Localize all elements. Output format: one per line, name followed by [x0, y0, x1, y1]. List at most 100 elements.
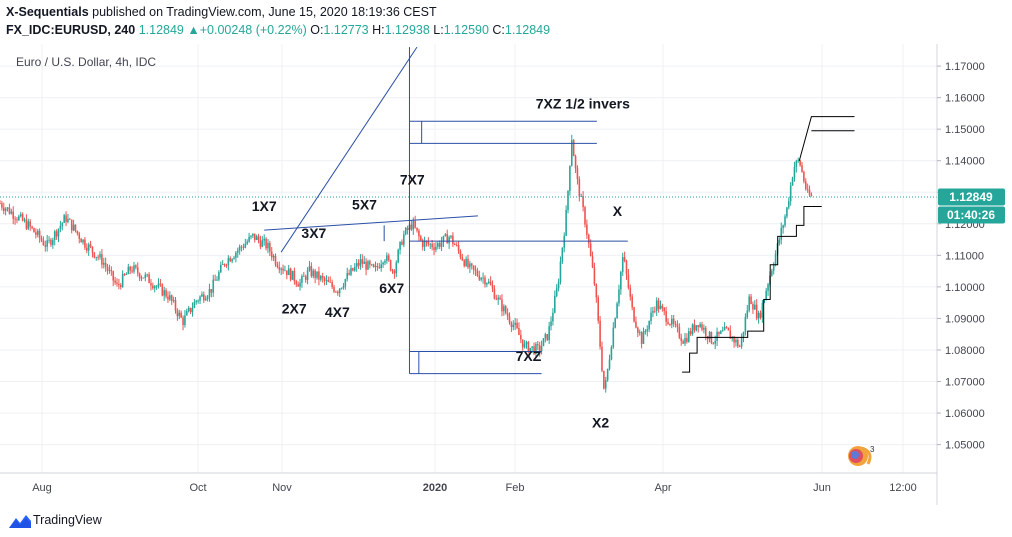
candle-body	[246, 241, 249, 244]
candle-body	[518, 327, 520, 336]
candle-body	[123, 274, 126, 275]
candle-body	[152, 285, 154, 289]
candle-body	[108, 269, 111, 271]
publisher-name[interactable]: X-Sequentials	[6, 5, 89, 19]
candle-body	[412, 221, 415, 230]
candle-body	[382, 262, 384, 265]
candle-body	[235, 252, 237, 258]
candle-body	[716, 331, 718, 341]
candle-body	[386, 255, 388, 261]
candle-body	[610, 347, 613, 360]
chart-header: X-Sequentials published on TradingView.c…	[0, 0, 1012, 44]
candle-body	[101, 254, 103, 265]
candle-body	[574, 156, 577, 169]
candle-body	[563, 235, 566, 248]
publish-info: X-Sequentials published on TradingView.c…	[6, 5, 437, 19]
candle-body	[442, 235, 445, 243]
candle-body	[289, 268, 292, 280]
candle-body	[16, 219, 18, 221]
candle-body	[801, 165, 803, 173]
time-tick-label: 12:00	[889, 482, 917, 494]
svg-text:01:40:26: 01:40:26	[947, 208, 995, 222]
candle-body	[208, 289, 211, 297]
candle-body	[155, 286, 158, 288]
candle-body	[229, 258, 232, 262]
trendline-drawings[interactable]	[264, 46, 855, 375]
candle-body	[148, 274, 150, 284]
candle-body	[112, 271, 115, 281]
candle-body	[135, 265, 137, 268]
svg-text:1.12849: 1.12849	[949, 190, 993, 204]
price-axis[interactable]: 1.05000 1.06000 1.07000 1.08000 1.09000 1.100…	[937, 61, 985, 452]
candle-body	[199, 296, 201, 301]
price-tick-label: 1.08000	[945, 345, 985, 357]
candle-body	[218, 272, 220, 280]
tradingview-logo-icon[interactable]	[8, 512, 32, 530]
trendline[interactable]	[264, 215, 478, 231]
candle-body	[348, 273, 350, 275]
tradingview-brand[interactable]: TradingView	[33, 513, 102, 527]
footer: TradingView	[0, 505, 1012, 537]
candle-body	[455, 245, 458, 246]
candle-body	[755, 304, 758, 319]
candle-body	[559, 261, 562, 282]
candle-body	[57, 228, 60, 237]
candle-body	[240, 246, 243, 248]
sequence-label: X2	[592, 414, 609, 430]
candle-body	[650, 312, 652, 322]
candle-body	[667, 321, 669, 325]
candle-body	[210, 289, 213, 293]
candle-body	[510, 322, 513, 328]
candle-body	[735, 339, 737, 343]
time-axis[interactable]: Aug Oct Nov 2020 Feb Apr Jun 12:00	[32, 482, 917, 494]
candle-body	[253, 233, 256, 240]
ohlc-open-label: O:	[310, 23, 324, 37]
candle-body	[589, 243, 592, 256]
candle-body	[403, 234, 405, 245]
projection-upper[interactable]	[798, 116, 855, 161]
candle-body	[278, 267, 281, 270]
candle-body	[312, 270, 315, 277]
candle-body	[4, 208, 7, 211]
candle-body	[438, 243, 441, 247]
candle-body	[744, 316, 747, 332]
candle-body	[242, 247, 245, 248]
symbol-label[interactable]: FX_IDC:EURUSD, 240	[6, 23, 136, 37]
candle-body	[201, 294, 203, 297]
trendline[interactable]	[280, 46, 418, 253]
candle-body	[163, 290, 165, 296]
candle-body	[106, 266, 109, 271]
time-tick-label: Jun	[813, 482, 831, 494]
candle-body	[346, 273, 349, 280]
candle-body	[263, 238, 265, 241]
candle-body	[465, 258, 467, 266]
candle-body	[318, 271, 320, 280]
candle-body	[310, 266, 313, 277]
candle-body	[676, 324, 679, 327]
candle-body	[799, 160, 801, 166]
candle-body	[48, 239, 50, 241]
candle-body	[578, 179, 581, 197]
candle-body	[195, 300, 198, 303]
candle-body	[72, 224, 75, 231]
candle-body	[189, 307, 192, 313]
candle-body	[665, 311, 667, 322]
candle-body	[146, 274, 148, 276]
candle-body	[740, 337, 743, 347]
candle-body	[10, 211, 13, 214]
candle-body	[623, 257, 626, 261]
candle-body	[118, 283, 120, 286]
candle-body	[19, 214, 22, 217]
candle-body	[633, 307, 635, 322]
candle-body	[414, 221, 416, 228]
candle-body	[601, 346, 603, 371]
candle-body	[472, 265, 475, 270]
candle-body	[440, 242, 443, 247]
candle-body	[170, 295, 173, 301]
candle-body	[131, 270, 133, 272]
candle-body	[36, 230, 39, 235]
support-staircase[interactable]	[682, 206, 812, 373]
candle-body	[704, 327, 707, 337]
candle-body	[627, 274, 630, 288]
